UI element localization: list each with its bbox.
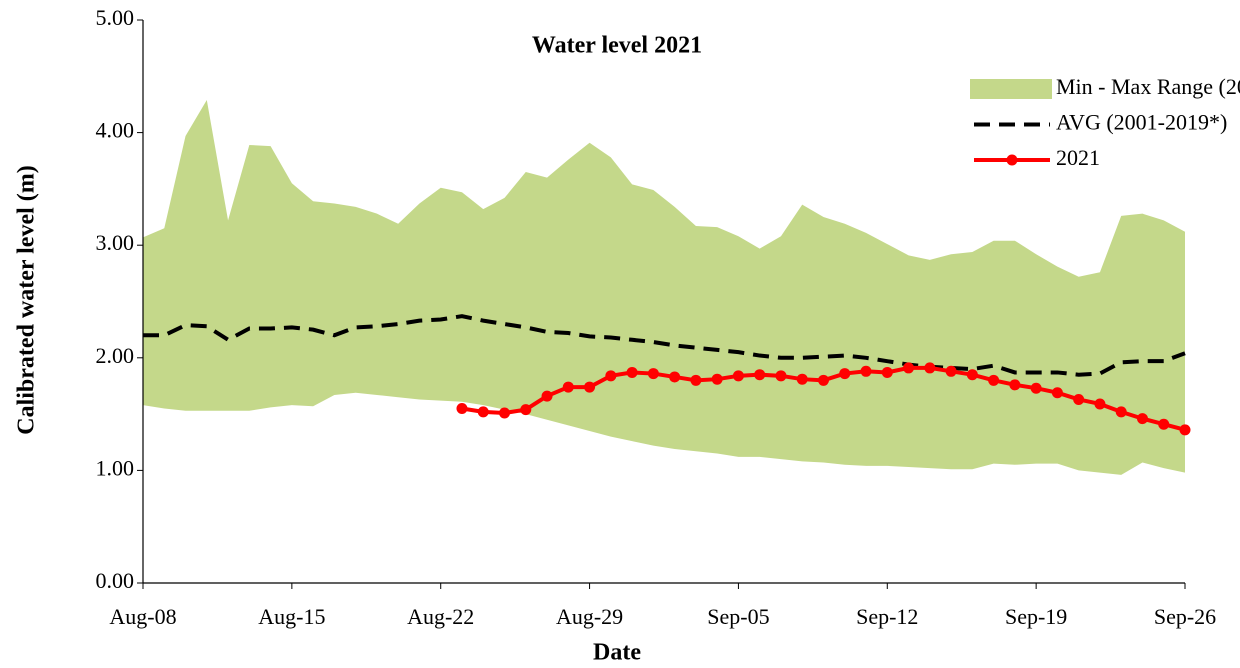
point [1179,424,1191,436]
x-tick-label: Aug-08 [109,604,176,629]
chart-title: Water level 2021 [532,33,702,59]
legend-label: AVG (2001-2019*) [1056,110,1227,135]
point [796,373,808,385]
y-tick-label: 2.00 [96,343,135,368]
y-tick-label: 0.00 [96,568,135,593]
x-axis-label: Date [593,640,641,666]
point [1094,398,1106,410]
point [541,390,553,402]
x-tick-label: Sep-26 [1154,604,1216,629]
point [1073,393,1085,405]
point [1136,413,1148,425]
point [881,366,893,378]
point [1158,418,1170,430]
point [456,402,468,414]
point [562,381,574,393]
point [732,370,744,382]
point [1051,387,1063,399]
y-tick-label: 1.00 [96,455,135,480]
legend-label: 2021 [1056,145,1100,170]
x-tick-label: Sep-12 [856,604,918,629]
point [690,374,702,386]
point [711,373,723,385]
legend-swatch [970,79,1052,99]
point [754,369,766,381]
x-tick-label: Aug-22 [407,604,474,629]
x-tick-label: Aug-15 [258,604,325,629]
point [839,368,851,380]
point [860,365,872,377]
point [605,370,617,382]
range-area [143,99,1185,475]
x-tick-label: Sep-19 [1005,604,1067,629]
point [1030,382,1042,394]
point [817,374,829,386]
x-tick-label: Aug-29 [556,604,623,629]
point [1115,406,1127,418]
point [477,406,489,418]
x-tick-label: Sep-05 [707,604,769,629]
point [924,362,936,374]
series-line [143,314,1186,377]
y-tick-label: 4.00 [96,118,135,143]
point [988,374,1000,386]
legend-label: Min - Max Range (2001-2019*) [1056,74,1240,99]
point [520,404,532,416]
point [775,370,787,382]
y-tick-label: 3.00 [96,230,135,255]
y-tick-label: 5.00 [96,5,135,30]
point [647,368,659,380]
point [903,362,915,374]
point [669,371,681,383]
point [1009,379,1021,391]
legend-marker [1006,154,1018,166]
point [966,369,978,381]
point [626,366,638,378]
y-axis-label: Calibrated water level (m) [14,165,40,434]
point [945,365,957,377]
point [499,407,511,419]
point [584,381,596,393]
